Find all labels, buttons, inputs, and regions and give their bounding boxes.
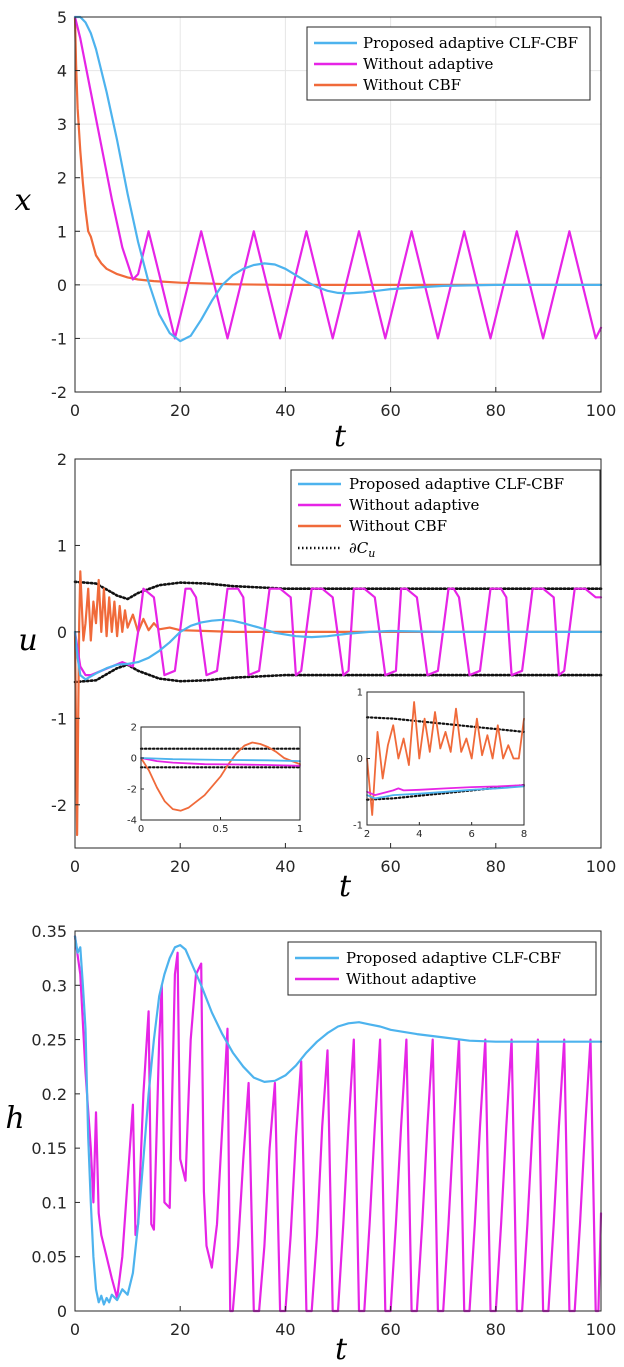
panel-h-ytick-label: 0.05 bbox=[31, 1248, 67, 1267]
panel-x-xtick-label: 80 bbox=[486, 401, 506, 420]
panel-x-ytick-label: 5 bbox=[57, 8, 67, 27]
panel-h-xtick-label: 100 bbox=[586, 1320, 617, 1339]
panel-h-axes-box bbox=[74, 930, 602, 1312]
inset-1-ytick-label: -4 bbox=[127, 816, 137, 827]
panel-u-ytick-label: 1 bbox=[57, 536, 67, 555]
panel-x-ylabel: x bbox=[15, 183, 32, 218]
inset-1-xtick-label: 0.5 bbox=[213, 824, 229, 835]
panel-h-xtick-label: 20 bbox=[170, 1320, 190, 1339]
panel-u-ytick-label: -2 bbox=[51, 796, 67, 815]
inset-1-series-without-adaptive bbox=[140, 757, 301, 767]
panel-u-axes-box bbox=[74, 458, 602, 849]
panel-h-ytick-label: 0.15 bbox=[31, 1139, 67, 1158]
panel-h-ytick-label: 0.3 bbox=[42, 976, 67, 995]
panel-x-xtick-label: 20 bbox=[170, 401, 190, 420]
inset-2-xtick-label: 2 bbox=[364, 829, 370, 840]
inset-2-series-without-adaptive bbox=[366, 784, 525, 796]
panel-x-ytick-label: 0 bbox=[57, 276, 67, 295]
inset-1-xtick-label: 0 bbox=[138, 824, 144, 835]
legend-label-proposed: Proposed adaptive CLF-CBF bbox=[349, 475, 564, 493]
panel-u-series-without-cbf bbox=[73, 570, 603, 837]
inset-2-ytick-label: -1 bbox=[353, 821, 363, 832]
legend-label-without-cbf: Without CBF bbox=[363, 76, 461, 94]
panel-u-ytick-label: 2 bbox=[57, 450, 67, 469]
inset-2-ytick-label: 1 bbox=[357, 688, 363, 699]
panel-x-ticks: 0 20 40 60 80 100 -2 -1 0 1 2 3 4 5 bbox=[51, 8, 616, 420]
panel-u-xlabel: t bbox=[339, 869, 352, 904]
inset-2-ticks: 2 4 6 8 -1 0 1 bbox=[353, 688, 527, 841]
panel-x-xtick-label: 0 bbox=[70, 401, 80, 420]
panel-h-ticks: 0 20 40 60 80 100 0 0.05 0.1 0.15 0.2 0.25 0.3 0.35 bbox=[31, 922, 616, 1339]
panel-x-series-proposed-adaptive-clf-cbf bbox=[73, 15, 603, 343]
panel-h-ytick-label: 0.2 bbox=[42, 1085, 67, 1104]
inset-2-series-proposed-adaptive-clf-cbf bbox=[366, 785, 525, 800]
inset-1-ticks: 0 0.5 1 -4 -2 0 2 bbox=[127, 723, 303, 836]
panel-h-legend: Proposed adaptive CLF-CBF Without adapti… bbox=[287, 941, 597, 996]
panel-h-xtick-label: 80 bbox=[486, 1320, 506, 1339]
panel-u-series-proposed-adaptive-clf-cbf bbox=[73, 618, 603, 681]
panel-u-ytick-label: -1 bbox=[51, 709, 67, 728]
inset-1-xtick-label: 1 bbox=[297, 824, 303, 835]
inset-1-series-proposed-adaptive-clf-cbf bbox=[140, 757, 301, 762]
inset-2-xtick-label: 4 bbox=[416, 829, 422, 840]
panel-x-legend: Proposed adaptive CLF-CBF Without adapti… bbox=[306, 26, 591, 101]
panel-u-series-without-adaptive bbox=[73, 587, 603, 677]
panel-x-ytick-label: 1 bbox=[57, 222, 67, 241]
legend-label-without-adaptive: Without adaptive bbox=[349, 496, 480, 514]
legend-label-without-adaptive: Without adaptive bbox=[346, 970, 477, 988]
panel-u-legend: Proposed adaptive CLF-CBF Without adapti… bbox=[290, 469, 601, 566]
inset-1-ytick-label: 2 bbox=[131, 723, 137, 734]
panel-h-ytick-label: 0.35 bbox=[31, 922, 67, 941]
panel-u-xtick-label: 40 bbox=[275, 857, 295, 876]
panel-u-xtick-label: 100 bbox=[586, 857, 617, 876]
panel-h-ytick-label: 0.25 bbox=[31, 1031, 67, 1050]
panel-x-xtick-label: 100 bbox=[586, 401, 617, 420]
panel-h-xtick-label: 60 bbox=[380, 1320, 400, 1339]
panel-x-ytick-label: 4 bbox=[57, 62, 67, 81]
panel-x-xtick-label: 40 bbox=[275, 401, 295, 420]
inset-1-series bbox=[139, 741, 302, 812]
legend-label-without-adaptive: Without adaptive bbox=[363, 55, 494, 73]
panel-h-series-proposed-adaptive-clf-cbf bbox=[73, 935, 603, 1306]
panel-h-ytick-label: 0 bbox=[57, 1302, 67, 1321]
inset-1-ytick-label: 0 bbox=[131, 754, 137, 765]
panel-u-ytick-label: 0 bbox=[57, 623, 67, 642]
panel-u-inset-2: 2 4 6 8 -1 0 1 bbox=[353, 688, 527, 841]
panel-u-inset-1: 0 0.5 1 -4 -2 0 2 bbox=[127, 723, 303, 836]
panel-u-xtick-label: 60 bbox=[380, 857, 400, 876]
panel-h-xtick-label: 0 bbox=[70, 1320, 80, 1339]
panel-u-xtick-label: 20 bbox=[170, 857, 190, 876]
inset-2-series bbox=[365, 701, 526, 816]
inset-1-ytick-label: -2 bbox=[127, 785, 137, 796]
panel-u-xtick-label: 80 bbox=[486, 857, 506, 876]
panel-x-ytick-label: -1 bbox=[51, 329, 67, 348]
inset-2-series-without-cbf bbox=[366, 701, 525, 816]
panel-u-xtick-label: 0 bbox=[70, 857, 80, 876]
panel-x-xlabel: t bbox=[334, 419, 347, 454]
panel-h-xtick-label: 40 bbox=[275, 1320, 295, 1339]
panel-x-axes-box bbox=[74, 16, 602, 393]
legend-label-proposed: Proposed adaptive CLF-CBF bbox=[363, 34, 578, 52]
panel-u-series bbox=[73, 570, 603, 837]
panel-x-ytick-label: 2 bbox=[57, 169, 67, 188]
inset-2-xtick-label: 8 bbox=[521, 829, 527, 840]
panel-x-series bbox=[73, 15, 603, 343]
panel-h-ylabel: h bbox=[5, 1101, 24, 1136]
legend-label-proposed: Proposed adaptive CLF-CBF bbox=[346, 949, 561, 967]
inset-2-ytick-label: 0 bbox=[357, 754, 363, 765]
panel-x: 0 20 40 60 80 100 -2 -1 0 1 2 3 4 5 x t Proposed adap… bbox=[15, 8, 617, 454]
panel-x-ytick-label: 3 bbox=[57, 115, 67, 134]
panel-h-xlabel: t bbox=[335, 1332, 348, 1367]
panel-u-ylabel: u bbox=[18, 623, 37, 658]
inset-2-xtick-label: 6 bbox=[468, 829, 474, 840]
panel-x-xtick-label: 60 bbox=[380, 401, 400, 420]
panel-u-series-c-u bbox=[73, 580, 603, 601]
panel-h-ytick-label: 0.1 bbox=[42, 1193, 67, 1212]
panel-x-ytick-label: -2 bbox=[51, 383, 67, 402]
legend-label-without-cbf: Without CBF bbox=[349, 517, 447, 535]
panel-h: 0 20 40 60 80 100 0 0.05 0.1 0.15 0.2 0.25 0.3 0.35 h… bbox=[5, 922, 616, 1367]
